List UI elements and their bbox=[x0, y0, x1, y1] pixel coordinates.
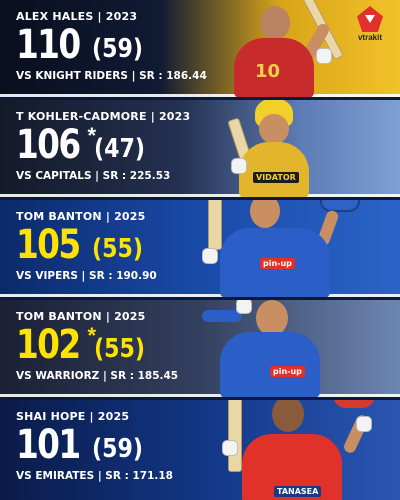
balls-faced: (47) bbox=[94, 134, 146, 164]
match-detail: vs CAPITALS | SR : 225.53 bbox=[16, 170, 171, 182]
match-detail: vs VIPERS | SR : 190.90 bbox=[16, 270, 157, 282]
balls-faced: (55) bbox=[91, 234, 143, 264]
player-image-banton-2: pin-up bbox=[200, 300, 340, 397]
balls-faced: (59) bbox=[91, 434, 143, 464]
century-card-3: pin-up TOM BANTON | 2025 105 (55) vs VIP… bbox=[0, 200, 400, 297]
player-image-hope: TANASEA bbox=[222, 400, 392, 500]
balls-faced: (59) bbox=[91, 34, 143, 64]
player-season: T KOHLER-CADMORE | 2023 bbox=[16, 110, 191, 123]
match-detail: vs EMIRATES | SR : 171.18 bbox=[16, 470, 173, 482]
century-card-2: VIDATOR T KOHLER-CADMORE | 2023 106 * (4… bbox=[0, 100, 400, 197]
jersey-sponsor: VIDATOR bbox=[253, 172, 299, 183]
player-season: ALEX HALES | 2023 bbox=[16, 10, 138, 23]
jersey-sponsor: pin-up bbox=[260, 258, 295, 269]
runs-scored: 105 bbox=[16, 222, 81, 268]
jersey-number: 10 bbox=[255, 61, 281, 82]
balls-faced: (55) bbox=[94, 334, 146, 364]
not-out-star: * bbox=[87, 123, 97, 148]
player-season: TOM BANTON | 2025 bbox=[16, 210, 146, 223]
runs-scored: 101 bbox=[16, 422, 81, 468]
player-image-banton: pin-up bbox=[198, 200, 378, 297]
player-image-kohler-cadmore: VIDATOR bbox=[225, 100, 345, 197]
match-detail: vs WARRIORZ | SR : 185.45 bbox=[16, 370, 179, 382]
player-image-hales: 10 bbox=[230, 0, 370, 97]
jersey-sponsor: pin-up bbox=[270, 366, 305, 377]
player-season: TOM BANTON | 2025 bbox=[16, 310, 146, 323]
match-detail: vs KNIGHT RIDERS | SR : 186.44 bbox=[16, 70, 207, 82]
runs-scored: 106 bbox=[16, 122, 81, 168]
century-card-4: pin-up TOM BANTON | 2025 102 * (55) vs W… bbox=[0, 300, 400, 397]
not-out-star: * bbox=[87, 323, 97, 348]
century-card-1: 10 ALEX HALES | 2023 110 (59) vs KNIGHT … bbox=[0, 0, 400, 97]
runs-scored: 102 bbox=[16, 322, 81, 368]
jersey-sponsor: TANASEA bbox=[274, 486, 322, 497]
player-season: SHAI HOPE | 2025 bbox=[16, 410, 130, 423]
runs-scored: 110 bbox=[16, 22, 81, 68]
century-card-5: TANASEA SHAI HOPE | 2025 101 (59) vs EMI… bbox=[0, 400, 400, 500]
brand-name: vtrakit bbox=[357, 33, 382, 42]
vtrakit-logo: vtrakit bbox=[350, 6, 390, 42]
brand-mark-icon bbox=[357, 6, 383, 32]
